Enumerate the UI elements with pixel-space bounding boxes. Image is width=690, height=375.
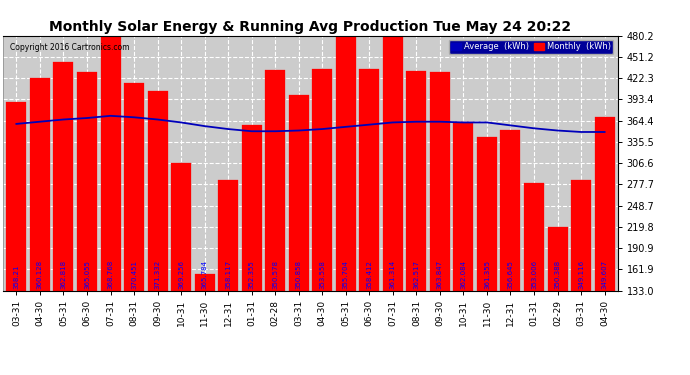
- Bar: [477, 137, 497, 375]
- Text: 362.517: 362.517: [413, 260, 420, 289]
- Bar: [595, 117, 615, 375]
- Bar: [148, 91, 168, 375]
- Text: 365.055: 365.055: [84, 260, 90, 289]
- Bar: [241, 125, 262, 375]
- Text: 358.412: 358.412: [366, 260, 373, 289]
- Bar: [124, 83, 144, 375]
- Bar: [524, 183, 544, 375]
- Text: 350.578: 350.578: [273, 260, 278, 289]
- Text: 362.084: 362.084: [460, 260, 466, 289]
- Bar: [383, 32, 403, 375]
- Text: 350.388: 350.388: [555, 260, 560, 289]
- Text: 355.704: 355.704: [343, 260, 348, 289]
- Text: 361.355: 361.355: [484, 260, 490, 289]
- Bar: [218, 180, 238, 375]
- Text: 349.607: 349.607: [602, 260, 608, 289]
- Text: Copyright 2016 Cartronics.com: Copyright 2016 Cartronics.com: [10, 43, 129, 52]
- Bar: [171, 163, 191, 375]
- Text: 368.768: 368.768: [108, 260, 114, 289]
- Bar: [288, 95, 308, 375]
- Text: 356.645: 356.645: [507, 260, 513, 289]
- Text: 362.818: 362.818: [61, 260, 66, 289]
- Text: 370.451: 370.451: [131, 260, 137, 289]
- Text: 353.558: 353.558: [319, 260, 325, 289]
- Text: 365.784: 365.784: [201, 260, 208, 289]
- Text: 353.006: 353.006: [531, 260, 537, 289]
- Bar: [359, 69, 380, 375]
- Text: 363.847: 363.847: [437, 260, 443, 289]
- Text: 349.116: 349.116: [578, 260, 584, 289]
- Text: 360.128: 360.128: [37, 260, 43, 289]
- Text: 358.117: 358.117: [225, 260, 231, 289]
- Bar: [313, 69, 333, 375]
- Bar: [336, 37, 356, 375]
- Bar: [195, 274, 215, 375]
- Title: Monthly Solar Energy & Running Avg Production Tue May 24 20:22: Monthly Solar Energy & Running Avg Produ…: [50, 21, 571, 34]
- Bar: [430, 72, 450, 375]
- Bar: [500, 130, 520, 375]
- Bar: [571, 180, 591, 375]
- Bar: [406, 71, 426, 375]
- Bar: [77, 72, 97, 375]
- Bar: [30, 78, 50, 375]
- Text: 350.858: 350.858: [296, 260, 302, 289]
- Legend: Average  (kWh), Monthly  (kWh): Average (kWh), Monthly (kWh): [448, 40, 613, 54]
- Bar: [548, 228, 568, 375]
- Text: 369.256: 369.256: [178, 260, 184, 289]
- Bar: [453, 122, 473, 375]
- Bar: [265, 70, 285, 375]
- Bar: [101, 37, 121, 375]
- Text: 358.21: 358.21: [13, 265, 19, 289]
- Text: 371.332: 371.332: [155, 260, 161, 289]
- Bar: [6, 102, 26, 375]
- Text: 352.355: 352.355: [248, 260, 255, 289]
- Bar: [53, 62, 73, 375]
- Text: 361.314: 361.314: [390, 260, 396, 289]
